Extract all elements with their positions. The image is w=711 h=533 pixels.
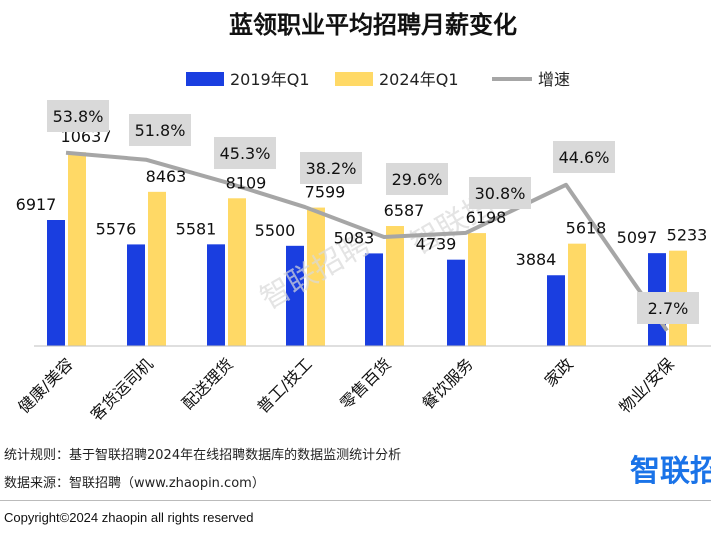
- bar-2019-0: [47, 220, 65, 346]
- growth-label-2: 45.3%: [220, 144, 271, 163]
- bar-value-label-2024-6: 5618: [566, 219, 607, 238]
- growth-label-0: 53.8%: [53, 107, 104, 126]
- x-tick-label-4: 零售百货: [336, 354, 395, 413]
- bar-2024-4: [386, 226, 404, 346]
- bar-2019-1: [127, 244, 145, 346]
- bar-2019-2: [207, 244, 225, 346]
- legend: 2019年Q1 2024年Q1 增速: [186, 70, 570, 89]
- bar-2024-0: [68, 152, 86, 346]
- bar-value-label-2019-1: 5576: [96, 219, 137, 238]
- bar-value-label-2019-4: 5083: [334, 228, 375, 247]
- chart: 蓝领职业平均招聘月薪变化 2019年Q1 2024年Q1 增速 智联招聘智联招聘…: [0, 0, 711, 440]
- bar-value-label-2019-5: 4739: [416, 235, 457, 254]
- x-tick-label-0: 健康/美容: [14, 354, 77, 417]
- x-tick-labels-layer: 健康/美容 客货运司机 配送理货 普工/技工 零售百货 餐饮服务 家政 物业/安保: [14, 354, 678, 424]
- bar-2024-2: [228, 198, 246, 346]
- bar-value-label-2024-3: 7599: [305, 183, 346, 202]
- legend-label-2024: 2024年Q1: [379, 70, 459, 89]
- x-tick-label-6: 家政: [541, 354, 577, 390]
- copyright-text: Copyright©2024 zhaopin all rights reserv…: [4, 510, 254, 525]
- bar-2024-1: [148, 192, 166, 346]
- bar-2019-6: [547, 275, 565, 346]
- growth-label-1: 51.8%: [135, 121, 186, 140]
- bar-value-label-2024-2: 8109: [226, 173, 267, 192]
- bar-value-label-2019-6: 3884: [516, 250, 557, 269]
- growth-label-6: 44.6%: [559, 148, 610, 167]
- x-tick-label-7: 物业/安保: [615, 354, 678, 417]
- x-tick-label-1: 客货运司机: [87, 354, 157, 424]
- bar-value-label-2024-7: 5233: [667, 226, 708, 245]
- x-tick-label-3: 普工/技工: [253, 354, 316, 417]
- bar-2019-5: [447, 260, 465, 346]
- bar-value-label-2024-4: 6587: [384, 201, 425, 220]
- bar-value-label-2019-0: 6917: [16, 195, 57, 214]
- data-source-note: 数据来源：智联招聘（www.zhaopin.com）: [4, 472, 265, 491]
- bar-value-label-2024-1: 8463: [146, 167, 187, 186]
- bar-value-label-2019-7: 5097: [617, 228, 658, 247]
- growth-label-5: 30.8%: [475, 184, 526, 203]
- statistics-rule-note: 统计规则：基于智联招聘2024年在线招聘数据库的数据监测统计分析: [4, 444, 401, 463]
- x-tick-label-5: 餐饮服务: [418, 354, 477, 413]
- bar-value-label-2019-2: 5581: [176, 219, 217, 238]
- bar-value-label-2019-3: 5500: [255, 221, 296, 240]
- brand-logo: 智联招: [630, 446, 711, 490]
- legend-label-growth: 增速: [538, 70, 570, 89]
- legend-swatch-2019: [186, 72, 224, 86]
- footer-divider: [0, 500, 711, 501]
- growth-label-4: 29.6%: [392, 170, 443, 189]
- x-tick-label-2: 配送理货: [178, 354, 237, 413]
- growth-label-7: 2.7%: [648, 299, 689, 318]
- growth-label-3: 38.2%: [306, 159, 357, 178]
- bar-value-label-2024-5: 6198: [466, 208, 507, 227]
- bar-2024-5: [468, 233, 486, 346]
- chart-title: 蓝领职业平均招聘月薪变化: [229, 11, 517, 39]
- bar-2024-6: [568, 244, 586, 346]
- bar-2019-4: [365, 253, 383, 346]
- legend-label-2019: 2019年Q1: [230, 70, 310, 89]
- legend-swatch-2024: [335, 72, 373, 86]
